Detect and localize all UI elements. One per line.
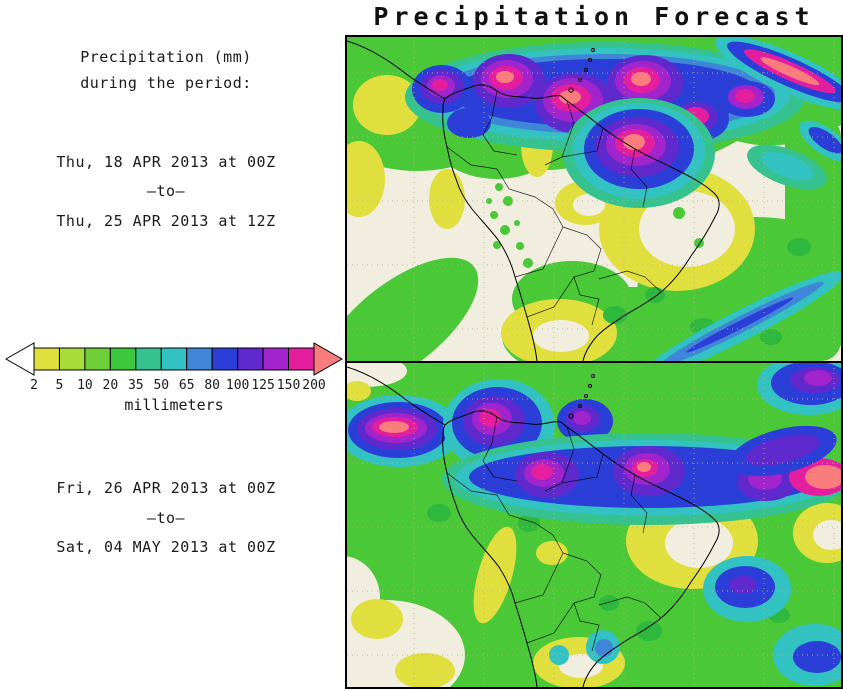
colorbar-tick: 35 [127,378,144,393]
colorbar-under-arrow [4,342,35,376]
precip-map-week1 [347,37,841,361]
colorbar-tick: 10 [77,378,93,393]
colorbar-segment [84,347,111,371]
basemap-features [347,37,841,361]
page-title: Precipitation Forecast [373,2,815,31]
colorbar-segment [237,347,264,371]
period-top-start: Thu, 18 APR 2013 at 00Z [56,153,276,171]
colorbar-tick: 150 [276,378,301,393]
colorbar-segment [211,347,239,371]
colorbar-over-arrow [313,342,344,376]
period-top-end: Thu, 25 APR 2013 at 12Z [56,212,276,230]
legend-heading-line2: during the period: [80,74,252,92]
colorbar-tick: 20 [102,378,119,393]
period-bottom-separator: –to– [146,509,186,527]
colorbar-tick: 50 [153,378,170,393]
colorbar-segment [160,347,188,371]
colorbar-segment [288,347,315,371]
colorbar: 2 5 10 20 35 50 65 80 100 125 150 200 millimeters [4,342,344,414]
colorbar-tick: 125 [251,378,275,393]
country-borders [446,90,662,326]
colorbar-segment [186,347,213,371]
colorbar-segment [58,347,86,371]
colorbar-tick: 5 [55,378,64,393]
colorbar-tick: 2 [30,378,38,393]
colorbar-tick: 65 [178,378,195,393]
precip-field-week2 [347,363,841,687]
colorbar-scale [4,342,344,376]
colorbar-unit-label: millimeters [124,396,224,414]
colorbar-tick: 100 [225,378,250,393]
colorbar-segment [262,347,290,371]
period-bottom-start: Fri, 26 APR 2013 at 00Z [56,479,276,497]
map-stack [345,35,843,689]
map-panel-week2 [345,361,843,689]
map-panel-week1 [345,35,843,363]
period-top-separator: –to– [146,182,186,200]
colorbar-ticks: 2 5 10 20 35 50 65 80 100 125 150 200 [4,378,344,394]
colorbar-segment [33,347,60,371]
colorbar-segment [135,347,162,371]
colorbar-tick: 200 [302,378,326,393]
coastlines [347,40,720,361]
colorbar-segment [109,347,137,371]
period-bottom-end: Sat, 04 MAY 2013 at 00Z [56,538,276,556]
precip-map-week2 [347,363,841,687]
colorbar-tick: 80 [204,378,220,393]
legend-heading-line1: Precipitation (mm) [80,48,252,66]
